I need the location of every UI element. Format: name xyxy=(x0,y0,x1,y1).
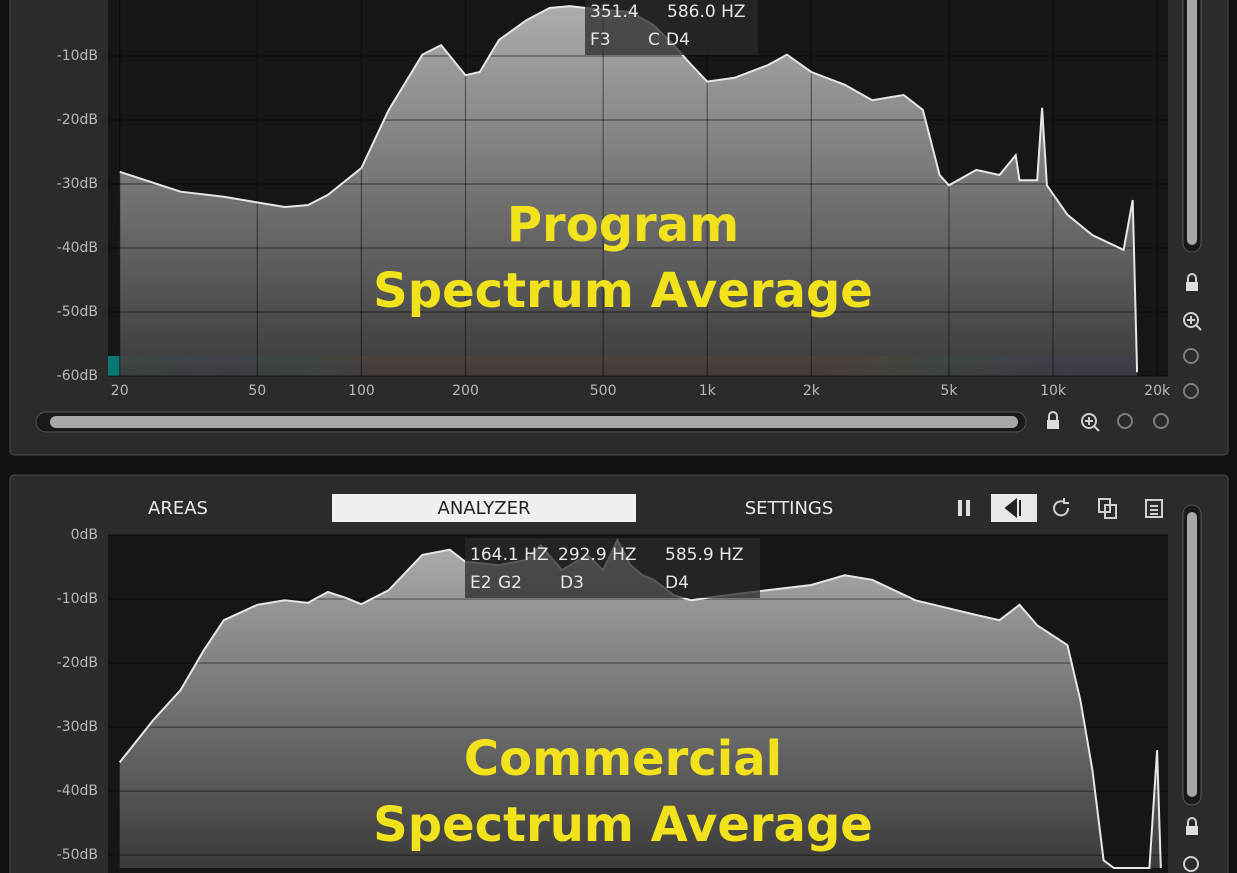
cursor-readout: C xyxy=(648,30,660,50)
v-scroll-thumb[interactable] xyxy=(1187,0,1197,245)
y-tick-label: -20dB xyxy=(57,655,98,671)
y-tick-label: -40dB xyxy=(57,240,98,256)
tab-active-bg[interactable] xyxy=(332,494,636,522)
x-tick-label: 20k xyxy=(1144,383,1171,399)
tab-bar: AREAS ANALYZER SETTINGS xyxy=(148,494,833,522)
overlay-caption: Program xyxy=(507,197,739,253)
x-tick-label: 5k xyxy=(940,383,958,399)
y-tick-label: -30dB xyxy=(57,719,98,735)
cursor-readout: D3 xyxy=(560,573,584,593)
overlay-caption: Spectrum Average xyxy=(373,263,873,319)
tab[interactable]: ANALYZER xyxy=(438,498,531,519)
cursor-readout: 292.9 HZ xyxy=(558,545,637,565)
y-tick-label: -60dB xyxy=(57,368,98,384)
x-tick-label: 10k xyxy=(1040,383,1067,399)
spectrum-line xyxy=(119,5,1139,373)
y-tick-label: -50dB xyxy=(57,847,98,863)
cursor-readout: D4 xyxy=(666,30,690,50)
toolbar-icons[interactable] xyxy=(958,494,1199,872)
cursor-readout: F3 xyxy=(590,30,611,50)
x-tick-label: 50 xyxy=(248,383,266,399)
area-fill xyxy=(119,540,1161,868)
y-tick-label: 0dB xyxy=(71,527,98,543)
y-tick-label: -10dB xyxy=(57,48,98,64)
y-tick-label: -20dB xyxy=(57,112,98,128)
y-tick-label: -40dB xyxy=(57,783,98,799)
readout-box xyxy=(465,538,760,598)
cursor-readout: 585.9 HZ xyxy=(665,545,744,565)
cursor-readout: 586.0 HZ xyxy=(667,2,746,22)
x-tick-label: 100 xyxy=(348,383,375,399)
v-scroll-thumb-2[interactable] xyxy=(1187,512,1197,797)
spectrum-chart: 0dB -10dB -20dB -30dB -40dB -50dB 164.1 HZ 292.… xyxy=(57,527,1168,869)
y-tick-label: -10dB xyxy=(57,591,98,607)
y-tick-label: -50dB xyxy=(57,304,98,320)
x-tick-label: 200 xyxy=(452,383,479,399)
x-tick-label: 1k xyxy=(699,383,717,399)
cursor-readout: D4 xyxy=(665,573,689,593)
overlay-caption: Commercial xyxy=(464,731,782,787)
tab[interactable]: SETTINGS xyxy=(745,498,834,519)
cursor-readout: 164.1 HZ xyxy=(470,545,549,565)
cursor-readout: 351.4 xyxy=(590,2,639,22)
cursor-readout: G2 xyxy=(498,573,522,593)
x-tick-label: 500 xyxy=(590,383,617,399)
readout-box xyxy=(585,0,758,55)
charts: 0dB -10dB -20dB -30dB -40dB -50dB -60dB 20 50 100… xyxy=(57,0,1171,869)
top-zoom-icons[interactable] xyxy=(1047,273,1202,432)
tab[interactable]: AREAS xyxy=(148,498,208,519)
h-scroll-thumb[interactable] xyxy=(50,416,1018,428)
x-tick-label: 2k xyxy=(803,383,821,399)
cursor-readout: E2 xyxy=(470,573,492,593)
spectrum-chart: 0dB-10dB-20dB-30dB-40dB-50dB-60dB2050100… xyxy=(57,0,1171,399)
overlay-caption: Spectrum Average xyxy=(373,797,873,853)
x-tick-label: 20 xyxy=(111,383,129,399)
y-tick-label: -30dB xyxy=(57,176,98,192)
